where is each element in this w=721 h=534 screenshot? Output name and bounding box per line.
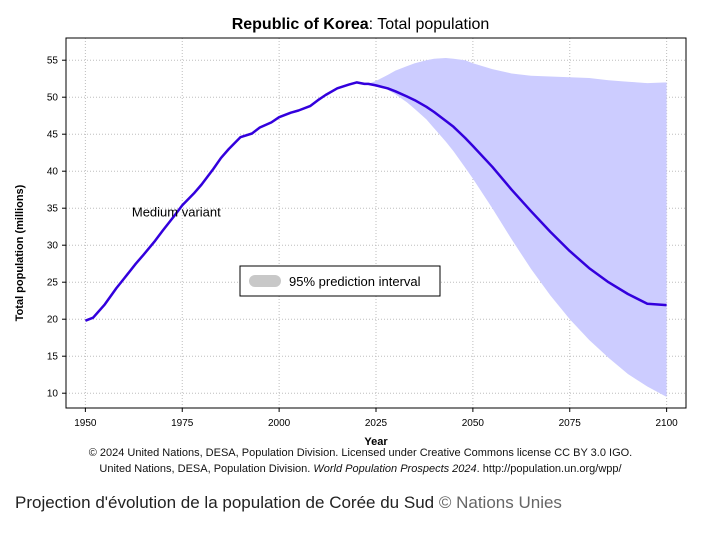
y-tick-label: 15 [47, 352, 59, 363]
source-title: World Population Prospects 2024 [313, 463, 477, 475]
x-tick-label: 2100 [656, 418, 679, 429]
y-tick-label: 55 [47, 56, 59, 67]
y-axis-label: Total population (millions) [14, 184, 26, 321]
x-tick-label: 1950 [74, 418, 97, 429]
legend-label: 95% prediction interval [289, 274, 421, 289]
legend-box [239, 265, 441, 297]
x-axis-label: Year [364, 436, 388, 448]
chart-title-rest: : Total population [368, 16, 490, 33]
y-tick-label: 10 [47, 389, 59, 400]
x-tick-label: 2075 [559, 418, 582, 429]
prediction-interval-band [368, 58, 667, 397]
y-tick-label: 40 [47, 167, 59, 178]
caption-credit: © Nations Unies [438, 493, 562, 512]
source-note: United Nations, DESA, Population Divisio… [0, 463, 721, 475]
legend: 95% prediction interval [239, 265, 441, 297]
y-tick-label: 50 [47, 93, 59, 104]
image-caption: Projection d'évolution de la population … [15, 493, 562, 513]
source-suffix: . http://population.un.org/wpp/ [476, 463, 622, 475]
y-tick-label: 35 [47, 204, 59, 215]
medium-variant-line [84, 81, 667, 322]
y-tick-label: 25 [47, 278, 59, 289]
chart-title-country: Republic of Korea [231, 16, 369, 33]
x-axis: 1950 1975 2000 2025 2050 2075 2100 [74, 408, 678, 429]
y-tick-label: 45 [47, 130, 59, 141]
legend-swatch [249, 275, 281, 287]
source-prefix: United Nations, DESA, Population Divisio… [99, 463, 314, 475]
x-tick-label: 1975 [171, 418, 194, 429]
y-tick-label: 20 [47, 315, 59, 326]
x-tick-label: 2050 [462, 418, 485, 429]
x-tick-label: 2000 [268, 418, 291, 429]
chart-title: Republic of Korea: Total population [0, 16, 721, 34]
y-axis: 10 15 20 25 30 35 40 45 50 55 [47, 56, 66, 400]
caption-text: Projection d'évolution de la population … [15, 493, 435, 512]
medium-variant-label: Medium variant [132, 204, 221, 219]
y-tick-label: 30 [47, 241, 59, 252]
x-tick-label: 2025 [365, 418, 388, 429]
copyright-note: © 2024 United Nations, DESA, Population … [88, 447, 633, 459]
